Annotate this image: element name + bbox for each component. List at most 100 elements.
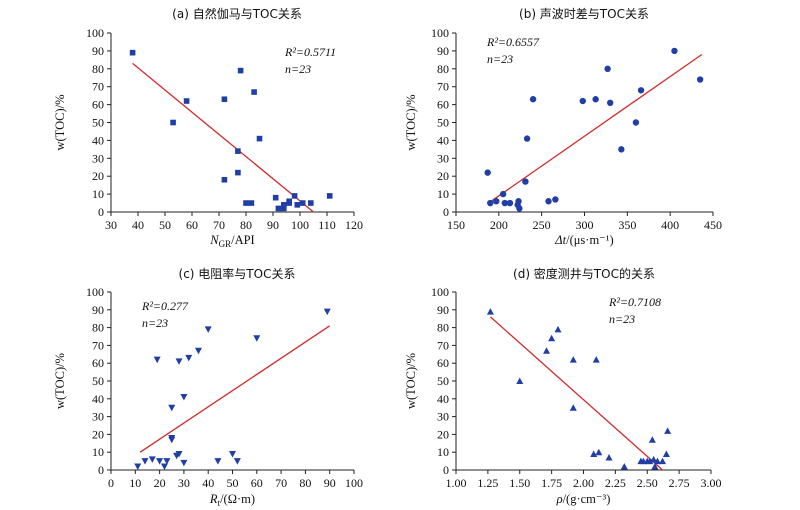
x-tick-label: 350 xyxy=(618,218,636,232)
data-point xyxy=(175,358,183,365)
data-point xyxy=(175,450,183,458)
data-point xyxy=(185,354,193,362)
y-tick-label: 70 xyxy=(437,338,449,352)
y-tick-label: 60 xyxy=(92,356,104,370)
data-point xyxy=(618,146,625,153)
n-count-label: n=23 xyxy=(609,312,635,326)
data-point xyxy=(662,450,670,457)
y-tick-label: 80 xyxy=(92,62,104,76)
chart-title: (b) 声波时差与TOC关系 xyxy=(519,7,649,21)
x-tick-label: 400 xyxy=(661,218,679,232)
x-tick-label: 1.75 xyxy=(541,476,562,490)
data-point xyxy=(299,200,306,206)
y-tick-label: 10 xyxy=(92,445,104,459)
r-squared-label: R²=0.5711 xyxy=(284,45,336,59)
data-point xyxy=(607,99,614,107)
data-point xyxy=(281,205,287,212)
y-tick-label: 10 xyxy=(437,187,449,201)
data-point xyxy=(272,194,279,201)
y-tick-label: 60 xyxy=(92,98,104,112)
data-point xyxy=(659,457,667,465)
y-tick-label: 80 xyxy=(92,321,104,335)
data-point xyxy=(163,458,171,465)
x-tick-label: 1.50 xyxy=(509,476,530,490)
x-tick-label: 80 xyxy=(299,476,311,490)
x-tick-label: 2.25 xyxy=(605,476,626,490)
y-tick-label: 60 xyxy=(437,356,449,370)
x-tick-label: 250 xyxy=(533,218,551,232)
data-point xyxy=(221,96,228,103)
x-tick-label: 70 xyxy=(213,218,225,232)
data-point xyxy=(605,454,613,461)
r-squared-label: R²=0.277 xyxy=(141,299,189,313)
chart-panel-1: (b) 声波时差与TOC关系 0 10 20 30 40 50 60 70 80 90 100 150 2… xyxy=(404,7,722,247)
x-tick-label: 1.25 xyxy=(477,476,498,490)
data-point xyxy=(522,178,529,185)
data-point xyxy=(180,459,188,467)
data-point xyxy=(650,455,658,463)
data-point xyxy=(160,463,168,470)
data-point xyxy=(235,148,241,154)
x-tick-label: 2.50 xyxy=(637,476,658,490)
y-tick-label: 10 xyxy=(92,187,104,201)
y-tick-label: 0 xyxy=(443,463,449,477)
y-axis-label: w(TOC)/% xyxy=(404,353,418,409)
y-tick-label: 10 xyxy=(437,445,449,459)
y-axis-label: w(TOC)/% xyxy=(53,94,67,150)
data-point xyxy=(170,119,176,126)
x-tick-label: 100 xyxy=(345,476,363,490)
n-count-label: n=23 xyxy=(487,52,513,66)
data-point xyxy=(671,47,678,55)
data-point xyxy=(194,347,202,355)
data-point xyxy=(134,463,142,470)
y-tick-label: 0 xyxy=(98,205,104,219)
data-point xyxy=(648,436,656,443)
y-tick-label: 90 xyxy=(437,303,449,317)
data-point xyxy=(253,335,261,342)
y-tick-label: 0 xyxy=(443,205,449,219)
data-point xyxy=(180,394,188,401)
y-tick-label: 20 xyxy=(92,169,104,183)
x-tick-label: 20 xyxy=(154,476,166,490)
y-tick-label: 100 xyxy=(86,26,104,40)
data-point xyxy=(168,404,176,412)
y-tick-label: 90 xyxy=(92,44,104,58)
y-tick-label: 50 xyxy=(92,116,104,130)
y-tick-label: 50 xyxy=(92,374,104,388)
data-point xyxy=(484,169,491,176)
y-tick-label: 0 xyxy=(98,463,104,477)
y-tick-label: 90 xyxy=(437,44,449,58)
x-tick-label: 450 xyxy=(704,218,722,232)
regression-line xyxy=(489,316,663,471)
data-point xyxy=(153,356,161,364)
x-tick-label: 60 xyxy=(186,218,198,232)
data-point xyxy=(486,308,494,315)
axes-frame xyxy=(455,292,711,471)
x-tick-label: 50 xyxy=(159,218,171,232)
data-point xyxy=(529,96,537,103)
data-point xyxy=(592,96,599,103)
x-tick-label: 40 xyxy=(202,476,214,490)
y-tick-label: 100 xyxy=(431,285,449,299)
n-count-label: n=23 xyxy=(285,62,311,76)
x-tick-label: 30 xyxy=(178,476,190,490)
data-point xyxy=(487,199,494,207)
data-point xyxy=(281,202,287,208)
data-point xyxy=(506,199,514,207)
chart-panel-3: (d) 密度测井与TOC的关系 0 10 20 30 40 50 60 70 80 90 100 1.0… xyxy=(404,266,722,506)
x-tick-label: 90 xyxy=(267,218,279,232)
data-point xyxy=(545,198,552,205)
y-tick-label: 50 xyxy=(437,374,449,388)
data-point xyxy=(501,199,509,207)
x-tick-label: 90 xyxy=(324,476,336,490)
y-tick-label: 40 xyxy=(92,133,104,147)
data-point xyxy=(543,347,551,354)
data-point xyxy=(204,326,212,333)
data-point xyxy=(632,119,640,126)
axes-frame xyxy=(110,33,354,213)
y-tick-label: 20 xyxy=(92,427,104,441)
data-point xyxy=(515,198,522,205)
x-tick-label: 10 xyxy=(129,476,141,490)
x-tick-label: 3.00 xyxy=(701,476,722,490)
data-point xyxy=(696,76,704,83)
